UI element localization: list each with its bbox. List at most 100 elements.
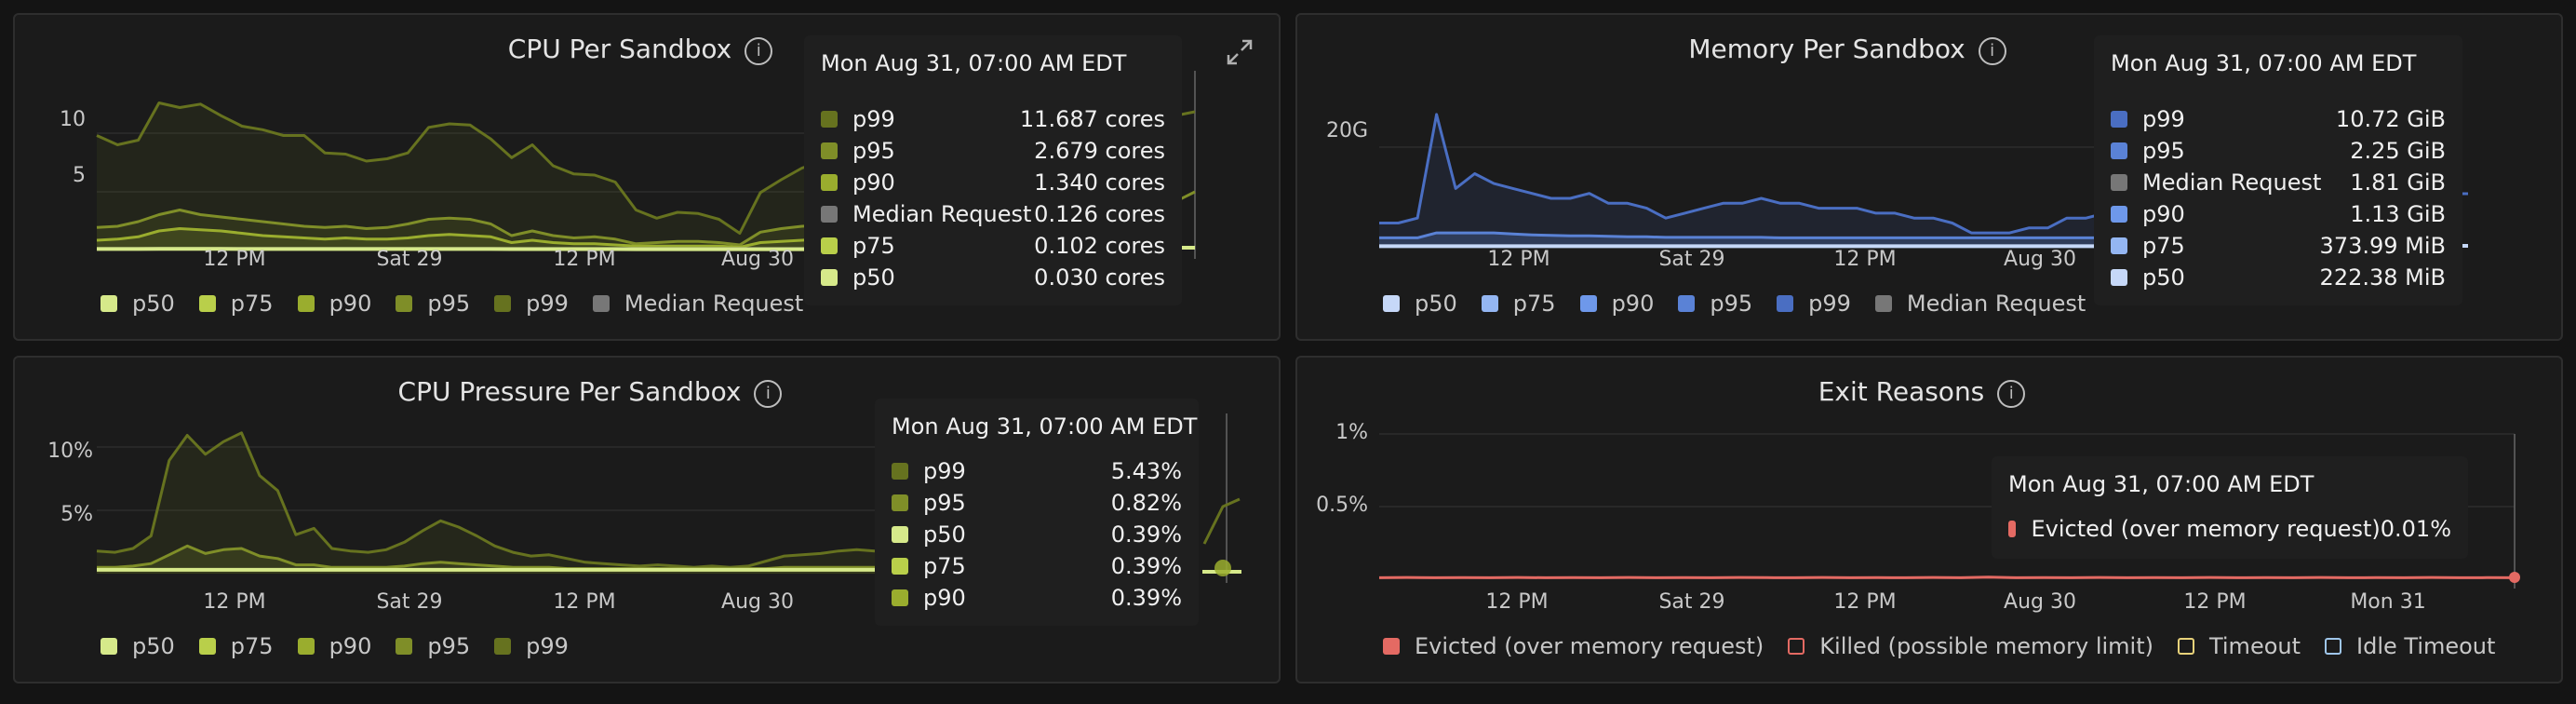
y-tick: 10 (60, 108, 86, 131)
p99-area (97, 432, 875, 574)
tooltip-row: p99 5.43% (892, 456, 1182, 486)
memory-per-sandbox-panel: Memory Per Sandbox i 20G 12 PM Sat 29 12 … (1295, 13, 2563, 341)
hover-point (1214, 560, 1231, 576)
legend-item-p90[interactable]: p90 (297, 291, 371, 317)
p90-line (96, 227, 824, 249)
tooltip-row: Median Request 0.126 cores (821, 199, 1165, 229)
legend-item-p90[interactable]: p90 (1579, 291, 1654, 317)
tooltip-row: p75 0.102 cores (821, 231, 1165, 261)
x-tick: 12 PM (553, 248, 616, 271)
legend-item-p95[interactable]: p95 (1678, 291, 1752, 317)
tooltip-row: p95 2.679 cores (821, 136, 1165, 166)
p99-area (1379, 114, 2105, 249)
cpu-pressure-panel: CPU Pressure Per Sandbox i 10% 5% 12 PM S… (13, 356, 1281, 684)
x-tick: 12 PM (1833, 248, 1897, 271)
legend-item-p90[interactable]: p90 (297, 633, 371, 659)
p99-line (96, 102, 824, 235)
x-tick: Mon 31 (2350, 590, 2426, 614)
chart-legend: Evicted (over memory request) Killed (po… (1383, 633, 2519, 659)
info-icon[interactable]: i (754, 380, 783, 408)
chart-legend: p50 p75 p90 p95 p99 Median Request (101, 291, 827, 317)
legend-item-killed[interactable]: Killed (possible memory limit) (1788, 633, 2153, 659)
info-icon[interactable]: i (745, 37, 773, 65)
p95-area (97, 210, 823, 250)
legend-item-p50[interactable]: p50 (101, 633, 175, 659)
x-tick: Sat 29 (1658, 248, 1725, 271)
p90-area (97, 228, 823, 250)
legend-item-p75[interactable]: p75 (198, 291, 274, 317)
tooltip-row: p90 0.39% (892, 583, 1182, 613)
legend-item-p75[interactable]: p75 (198, 633, 274, 659)
legend-item-idle-timeout[interactable]: Idle Timeout (2325, 633, 2495, 659)
tooltip-row: p95 0.82% (892, 488, 1182, 518)
p99-line (1379, 113, 2106, 235)
tooltip-row: Median Request 1.81 GiB (2111, 168, 2446, 197)
chart-legend: p50 p75 p90 p95 p99 Median Request (1383, 291, 2110, 317)
tooltip-row: p50 222.38 MiB (2111, 263, 2446, 292)
x-tick: Sat 29 (376, 248, 443, 271)
cpu-per-sandbox-panel: CPU Per Sandbox i 10 5 12 PM Sat 29 12 PM… (13, 13, 1281, 341)
panel-title: Exit Reasons i (1282, 376, 2561, 408)
panel-title-text: CPU Per Sandbox (507, 34, 732, 64)
p95-area (97, 546, 875, 574)
panel-title-text: Memory Per Sandbox (1688, 34, 1966, 64)
p99-line-tail (1202, 497, 1241, 545)
tooltip-row: Evicted (over memory request) 0.01% (2008, 514, 2451, 544)
legend-item-p75[interactable]: p75 (1481, 291, 1556, 317)
y-tick: 5 (73, 164, 86, 187)
y-tick: 10% (47, 440, 93, 463)
cpu-chart[interactable] (96, 71, 1251, 259)
panel-title: Memory Per Sandbox i (1134, 34, 2561, 65)
panel-title-text: CPU Pressure Per Sandbox (397, 376, 742, 407)
exit-reasons-panel: Exit Reasons i 1% 0.5% 12 PM Sat 29 12 PM… (1295, 356, 2563, 684)
x-tick: Aug 30 (721, 590, 794, 614)
legend-item-p99[interactable]: p99 (1777, 291, 1851, 317)
x-tick: Aug 30 (2004, 590, 2076, 614)
tooltip-row: p99 10.72 GiB (2111, 104, 2446, 134)
tooltip-row: p99 11.687 cores (821, 104, 1165, 134)
p95-line (1379, 231, 2105, 239)
cpu-pressure-chart[interactable] (96, 413, 1251, 583)
y-tick: 5% (60, 503, 93, 526)
evicted-line (1378, 575, 2516, 579)
tooltip-row: p95 2.25 GiB (2111, 136, 2446, 166)
info-icon[interactable]: i (1978, 37, 2006, 65)
legend-item-timeout[interactable]: Timeout (2177, 633, 2301, 659)
legend-item-median-request[interactable]: Median Request (592, 291, 803, 317)
x-tick: Aug 30 (721, 248, 794, 271)
legend-item-p95[interactable]: p95 (396, 291, 470, 317)
tooltip-title: Mon Aug 31, 07:00 AM EDT (892, 413, 1198, 440)
expand-icon[interactable] (1225, 37, 1254, 74)
hover-point (2509, 572, 2520, 583)
legend-item-p99[interactable]: p99 (494, 291, 569, 317)
chart-tooltip: Mon Aug 31, 07:00 AM EDT p99 11.687 cores… (804, 35, 1182, 305)
p95-line (96, 209, 824, 247)
panel-title: CPU Pressure Per Sandbox i (0, 376, 1279, 408)
tooltip-row: p90 1.13 GiB (2111, 199, 2446, 229)
panel-title-text: Exit Reasons (1818, 376, 1985, 407)
tooltip-row: p75 0.39% (892, 551, 1182, 581)
x-tick: 12 PM (203, 590, 266, 614)
x-tick: 12 PM (1487, 248, 1550, 271)
legend-item-p50[interactable]: p50 (101, 291, 175, 317)
tooltip-row: p90 1.340 cores (821, 168, 1165, 197)
x-tick: 12 PM (203, 248, 266, 271)
legend-item-median-request[interactable]: Median Request (1874, 291, 2086, 317)
legend-item-p50[interactable]: p50 (1383, 291, 1457, 317)
legend-item-p99[interactable]: p99 (494, 633, 569, 659)
legend-item-evicted[interactable]: Evicted (over memory request) (1383, 633, 1764, 659)
p99-line (96, 431, 876, 569)
chart-tooltip: Mon Aug 31, 07:00 AM EDT Evicted (over m… (1992, 456, 2468, 559)
x-tick: Sat 29 (376, 590, 443, 614)
tooltip-row: p75 373.99 MiB (2111, 231, 2446, 261)
x-tick: Sat 29 (1658, 590, 1725, 614)
tooltip-title: Mon Aug 31, 07:00 AM EDT (821, 50, 1127, 76)
legend-item-p95[interactable]: p95 (396, 633, 470, 659)
tooltip-title: Mon Aug 31, 07:00 AM EDT (2111, 50, 2417, 76)
x-tick: 12 PM (2183, 590, 2247, 614)
x-tick: 12 PM (553, 590, 616, 614)
y-tick: 0.5% (1316, 494, 1368, 517)
y-tick: 20G (1325, 119, 1368, 142)
info-icon[interactable]: i (1997, 380, 2026, 408)
chart-tooltip: Mon Aug 31, 07:00 AM EDT p99 10.72 GiB p9… (2094, 35, 2462, 305)
